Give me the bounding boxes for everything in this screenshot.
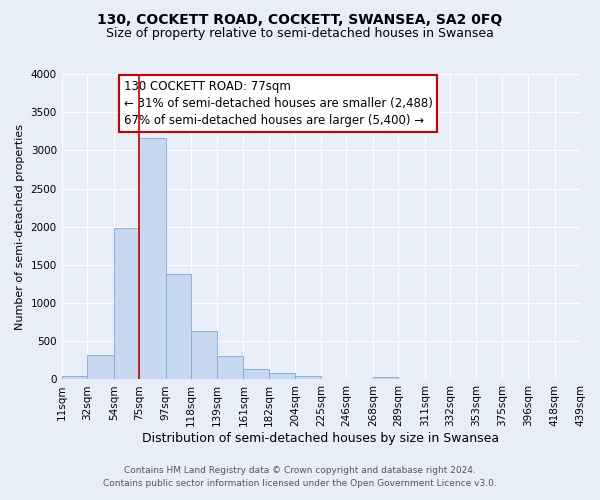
Text: 130, COCKETT ROAD, COCKETT, SWANSEA, SA2 0FQ: 130, COCKETT ROAD, COCKETT, SWANSEA, SA2… bbox=[97, 12, 503, 26]
Bar bbox=[191, 330, 217, 380]
Bar bbox=[166, 274, 191, 380]
Bar bbox=[139, 138, 166, 380]
Bar bbox=[269, 372, 295, 380]
Bar bbox=[62, 376, 87, 380]
Text: 130 COCKETT ROAD: 77sqm
← 31% of semi-detached houses are smaller (2,488)
67% of: 130 COCKETT ROAD: 77sqm ← 31% of semi-de… bbox=[124, 80, 433, 127]
X-axis label: Distribution of semi-detached houses by size in Swansea: Distribution of semi-detached houses by … bbox=[142, 432, 499, 445]
Bar bbox=[295, 376, 321, 380]
Y-axis label: Number of semi-detached properties: Number of semi-detached properties bbox=[15, 124, 25, 330]
Bar bbox=[87, 355, 114, 380]
Bar bbox=[217, 356, 244, 380]
Text: Size of property relative to semi-detached houses in Swansea: Size of property relative to semi-detach… bbox=[106, 28, 494, 40]
Bar bbox=[373, 377, 398, 380]
Bar bbox=[114, 228, 139, 380]
Bar bbox=[244, 369, 269, 380]
Text: Contains HM Land Registry data © Crown copyright and database right 2024.
Contai: Contains HM Land Registry data © Crown c… bbox=[103, 466, 497, 487]
